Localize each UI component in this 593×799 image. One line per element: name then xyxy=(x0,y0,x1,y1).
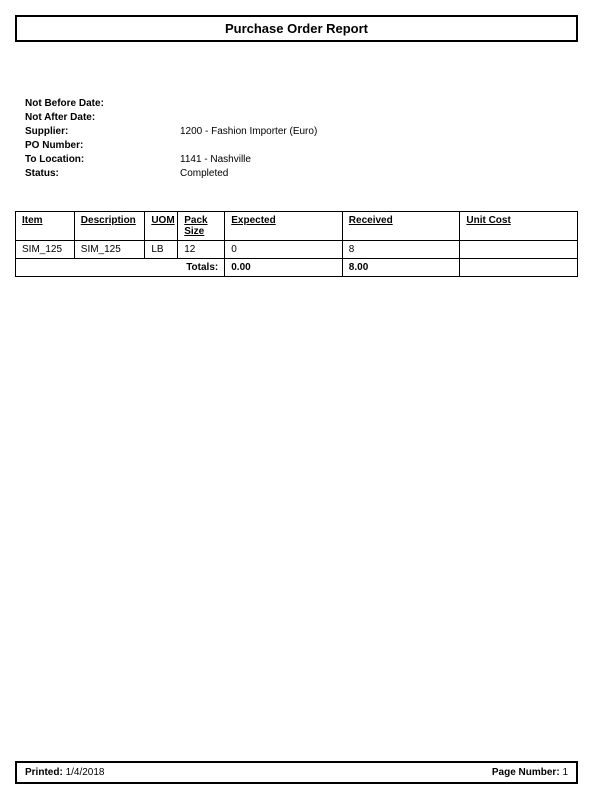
cell-expected: 0 xyxy=(225,241,343,259)
meta-label: Not Before Date: xyxy=(25,97,180,111)
th-received: Received xyxy=(342,212,460,241)
th-expected: Expected xyxy=(225,212,343,241)
meta-label: Not After Date: xyxy=(25,111,180,125)
report-meta: Not Before Date: Not After Date: Supplie… xyxy=(25,97,593,181)
table-header-row: Item Description UOM Pack Size Expected … xyxy=(16,212,578,241)
page-value: 1 xyxy=(562,767,568,778)
meta-value: 1200 - Fashion Importer (Euro) xyxy=(180,125,317,139)
th-unit-cost: Unit Cost xyxy=(460,212,578,241)
th-description: Description xyxy=(74,212,145,241)
meta-row-to-location: To Location: 1141 - Nashville xyxy=(25,153,593,167)
th-uom: UOM xyxy=(145,212,178,241)
th-pack-size: Pack Size xyxy=(178,212,225,241)
meta-label: Supplier: xyxy=(25,125,180,139)
meta-row-not-after: Not After Date: xyxy=(25,111,593,125)
printed-value: 1/4/2018 xyxy=(66,767,105,778)
meta-label: Status: xyxy=(25,167,180,181)
cell-pack-size: 12 xyxy=(178,241,225,259)
totals-unit-cost xyxy=(460,259,578,277)
footer-printed: Printed: 1/4/2018 xyxy=(25,767,105,778)
cell-item: SIM_125 xyxy=(16,241,75,259)
meta-row-po-number: PO Number: xyxy=(25,139,593,153)
report-footer: Printed: 1/4/2018 Page Number: 1 xyxy=(15,761,578,784)
table-row: SIM_125 SIM_125 LB 12 0 8 xyxy=(16,241,578,259)
report-table: Item Description UOM Pack Size Expected … xyxy=(15,211,578,277)
printed-label: Printed: xyxy=(25,767,63,778)
cell-unit-cost xyxy=(460,241,578,259)
table-totals-row: Totals: 0.00 8.00 xyxy=(16,259,578,277)
th-item: Item xyxy=(16,212,75,241)
cell-uom: LB xyxy=(145,241,178,259)
totals-label: Totals: xyxy=(16,259,225,277)
footer-page: Page Number: 1 xyxy=(492,767,568,778)
report-title: Purchase Order Report xyxy=(17,21,576,36)
meta-value: 1141 - Nashville xyxy=(180,153,251,167)
meta-row-status: Status: Completed xyxy=(25,167,593,181)
cell-description: SIM_125 xyxy=(74,241,145,259)
meta-label: PO Number: xyxy=(25,139,180,153)
meta-label: To Location: xyxy=(25,153,180,167)
meta-value: Completed xyxy=(180,167,228,181)
cell-received: 8 xyxy=(342,241,460,259)
report-table-wrap: Item Description UOM Pack Size Expected … xyxy=(15,211,578,277)
meta-row-not-before: Not Before Date: xyxy=(25,97,593,111)
totals-expected: 0.00 xyxy=(225,259,343,277)
page-label: Page Number: xyxy=(492,767,560,778)
meta-row-supplier: Supplier: 1200 - Fashion Importer (Euro) xyxy=(25,125,593,139)
totals-received: 8.00 xyxy=(342,259,460,277)
report-title-box: Purchase Order Report xyxy=(15,15,578,42)
